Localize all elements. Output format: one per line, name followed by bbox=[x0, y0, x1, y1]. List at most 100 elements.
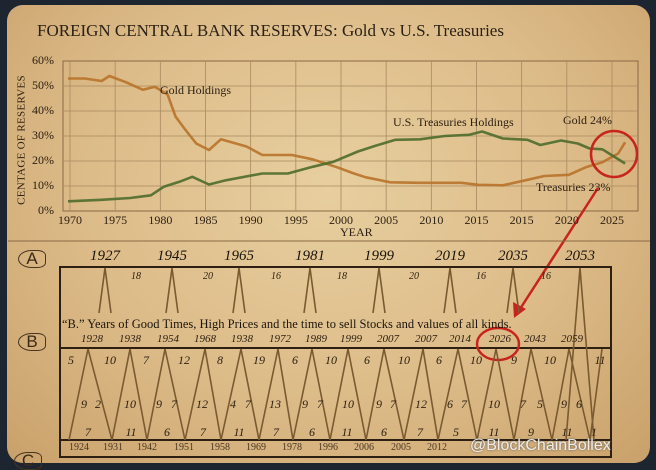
zigzag-mid-number: 7 bbox=[520, 397, 526, 411]
x-tick-label: 1990 bbox=[238, 213, 263, 227]
zigzag-top-number: 9 bbox=[511, 353, 517, 367]
a-peak bbox=[232, 267, 246, 314]
zigzag-mid-number: 12 bbox=[196, 397, 208, 411]
red-arrow-head-icon bbox=[513, 302, 526, 318]
zigzag-bottom-number: 11 bbox=[233, 425, 245, 439]
zigzag-mid-number: 7 bbox=[245, 397, 251, 411]
y-tick-label: 40% bbox=[32, 103, 54, 117]
zigzag-mid-number: 5 bbox=[537, 397, 543, 411]
hand-pointer-a-icon: A bbox=[18, 250, 46, 268]
c-year-label: 1978 bbox=[282, 442, 302, 453]
a-year-label: 2035 bbox=[498, 248, 528, 264]
red-arrow-line bbox=[518, 187, 600, 310]
y-tick-label: 20% bbox=[32, 153, 54, 167]
zigzag-mid-number: 9 bbox=[81, 397, 87, 411]
b-year-label: 1928 bbox=[81, 333, 103, 345]
zigzag-mid-number: 10 bbox=[124, 397, 136, 411]
a-year-label: 2053 bbox=[565, 248, 595, 264]
b-year-label: 2026 bbox=[489, 333, 511, 345]
c-year-label: 2006 bbox=[354, 442, 374, 453]
x-tick-label: 2000 bbox=[329, 213, 353, 227]
benner-bottom-row bbox=[59, 439, 612, 458]
a-year-label: 1965 bbox=[224, 248, 254, 264]
b-year-label: 1972 bbox=[269, 333, 291, 345]
zigzag-top-number: 12 bbox=[178, 353, 190, 367]
zigzag-mid-number: 7 bbox=[461, 397, 467, 411]
y-tick-label: 50% bbox=[32, 78, 54, 92]
zigzag-top-number: 10 bbox=[398, 353, 410, 367]
zigzag-bottom-number: 6 bbox=[309, 425, 315, 439]
zigzag-mid-number: 12 bbox=[415, 397, 427, 411]
zigzag-mid-number: 9 bbox=[302, 397, 308, 411]
c-year-label: 1969 bbox=[246, 442, 266, 453]
b-year-label: 1999 bbox=[340, 333, 362, 345]
zigzag-bottom-number: 6 bbox=[381, 425, 387, 439]
zigzag-top-number: 8 bbox=[217, 353, 223, 367]
treasuries-holdings-line bbox=[67, 130, 626, 203]
x-tick-label: 1975 bbox=[103, 213, 128, 227]
b-year-label: 1938 bbox=[231, 333, 253, 345]
zigzag-cycle-line bbox=[68, 348, 603, 441]
chart-title: FOREIGN CENTRAL BANK RESERVES: Gold vs U… bbox=[37, 21, 504, 40]
a-peak bbox=[443, 267, 457, 314]
zigzag-mid-number: 2 bbox=[95, 397, 101, 411]
a-peak bbox=[165, 267, 179, 314]
zigzag-top-number: 5 bbox=[68, 353, 74, 367]
gold-holdings-label: Gold Holdings bbox=[160, 83, 232, 97]
zigzag-mid-number: 9 bbox=[376, 397, 382, 411]
zigzag-mid-number: 7 bbox=[317, 397, 323, 411]
zigzag-bottom-number: 7 bbox=[200, 425, 206, 439]
hand-pointer-c-icon: C bbox=[14, 452, 42, 470]
zigzag-top-number: 7 bbox=[143, 353, 149, 367]
highlight-circle-crossover bbox=[589, 129, 639, 179]
y-tick-label: 10% bbox=[32, 178, 54, 192]
a-interval-label: 16 bbox=[271, 271, 281, 282]
b-year-label: 1938 bbox=[119, 333, 141, 345]
c-year-label: 1924 bbox=[69, 442, 89, 453]
a-year-label: 1999 bbox=[364, 248, 394, 264]
zigzag-top-number: 6 bbox=[436, 353, 442, 367]
c-year-label: 1958 bbox=[210, 442, 230, 453]
zigzag-bottom-number: 7 bbox=[273, 425, 279, 439]
y-tick-label: 30% bbox=[32, 128, 54, 142]
zigzag-top-number: 19 bbox=[253, 353, 265, 367]
a-peak bbox=[303, 267, 317, 314]
zigzag-mid-number: 7 bbox=[390, 397, 396, 411]
a-peak bbox=[565, 267, 595, 441]
a-peak bbox=[372, 267, 386, 314]
zigzag-bottom-number: 11 bbox=[488, 425, 500, 439]
zigzag-top-number: 6 bbox=[364, 353, 370, 367]
a-year-label: 1981 bbox=[295, 248, 325, 264]
b-year-label: 2014 bbox=[449, 333, 471, 345]
zigzag-top-number: 10 bbox=[104, 353, 116, 367]
x-tick-label: 2010 bbox=[419, 213, 444, 227]
parchment-background bbox=[7, 5, 650, 463]
a-interval-label: 18 bbox=[131, 271, 141, 282]
zigzag-mid-number: 6 bbox=[447, 397, 453, 411]
b-caption: “B.” Years of Good Times, High Prices an… bbox=[62, 317, 512, 331]
zigzag-bottom-number: 11 bbox=[125, 425, 137, 439]
zigzag-mid-number: 9 bbox=[561, 397, 567, 411]
c-year-label: 1931 bbox=[103, 442, 123, 453]
x-tick-label: 1970 bbox=[58, 213, 82, 227]
y-tick-label: 60% bbox=[32, 53, 54, 67]
a-year-label: 1927 bbox=[90, 248, 120, 264]
b-year-label: 2059 bbox=[561, 333, 583, 345]
x-tick-label: 2025 bbox=[600, 213, 624, 227]
a-interval-label: 20 bbox=[409, 271, 419, 282]
zigzag-bottom-number: 6 bbox=[164, 425, 170, 439]
zigzag-mid-number: 6 bbox=[576, 397, 582, 411]
x-axis-label: YEAR bbox=[340, 225, 373, 239]
zigzag-top-number: 10 bbox=[325, 353, 337, 367]
zigzag-top-number: 10 bbox=[470, 353, 482, 367]
zigzag-mid-number: 9 bbox=[156, 397, 162, 411]
zigzag-bottom-number: 9 bbox=[528, 425, 534, 439]
a-year-label: 2019 bbox=[435, 248, 465, 264]
c-year-label: 2005 bbox=[391, 442, 411, 453]
zigzag-bottom-number: 1 bbox=[591, 425, 597, 439]
a-year-label: 1945 bbox=[157, 248, 187, 264]
zigzag-bottom-number: 7 bbox=[417, 425, 423, 439]
c-year-label: 1942 bbox=[137, 442, 157, 453]
a-interval-label: 18 bbox=[337, 271, 347, 282]
zigzag-bottom-number: 11 bbox=[341, 425, 353, 439]
